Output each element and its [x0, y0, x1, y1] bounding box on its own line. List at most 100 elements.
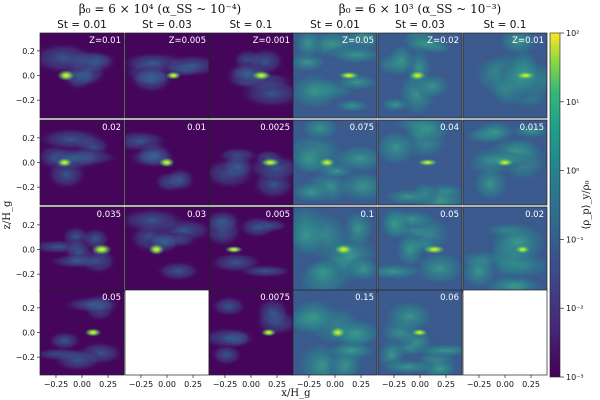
x-tick-label: 0.25 — [268, 380, 286, 389]
density-cloud — [158, 53, 209, 78]
y-tick-label: 0.2 — [22, 304, 35, 313]
metallicity-label: 0.05 — [440, 210, 459, 220]
metallicity-label: 0.06 — [440, 293, 459, 303]
density-cloud — [324, 44, 377, 66]
metallicity-label: Z=0.001 — [253, 36, 290, 46]
metallicity-label: Z=0.01 — [89, 36, 121, 46]
metallicity-label: 0.075 — [350, 123, 374, 133]
density-cloud — [335, 168, 377, 205]
y-axis-label: z/H_g — [2, 200, 13, 229]
density-peak — [411, 328, 428, 337]
heatmap-panel: 0.0075 — [208, 289, 294, 376]
metallicity-label: 0.0075 — [260, 293, 290, 303]
heatmap-panel: Z=0.05 — [292, 32, 378, 119]
panel-frame — [377, 119, 463, 206]
density-peak — [319, 157, 335, 168]
heatmap-panel: 0.05 — [39, 289, 125, 376]
heatmap-panel: 0.005 — [208, 206, 294, 293]
colorbar-tick-label: 10⁰ — [566, 167, 579, 176]
x-axis-label: x/H_g — [281, 388, 311, 399]
metallicity-label: 0.04 — [440, 123, 459, 133]
density-peak — [260, 328, 277, 337]
x-tick-label: 0.25 — [352, 380, 370, 389]
heatmap-panel: 0.015 — [462, 119, 548, 206]
y-tick-label: 0.2 — [22, 47, 35, 56]
density-peak — [515, 71, 536, 80]
density-cloud — [326, 142, 377, 175]
density-cloud — [300, 257, 346, 288]
y-tick-label: 0.2 — [22, 221, 35, 230]
metallicity-label: 0.0025 — [260, 123, 290, 133]
density-cloud — [378, 358, 439, 375]
heatmap-panel: 0.15 — [292, 289, 378, 376]
metallicity-label: Z=0.02 — [427, 36, 459, 46]
metallicity-label: 0.05 — [102, 293, 121, 303]
colorbar-tick-label: 10² — [566, 29, 579, 38]
empty-panel — [462, 289, 548, 376]
heatmap-panel: 0.1 — [292, 206, 378, 293]
density-cloud — [209, 326, 257, 350]
metallicity-label: Z=0.01 — [512, 36, 544, 46]
column-header: St = 0.01 — [57, 19, 107, 31]
x-tick-label: 0.00 — [73, 380, 91, 389]
x-tick-label: −0.25 — [297, 380, 322, 389]
colorbar-tick-label: 10¹ — [566, 98, 579, 107]
heatmap-panel: 0.035 — [39, 206, 125, 293]
density-peak — [57, 70, 75, 81]
panel-frame — [377, 32, 463, 119]
heatmap-panel — [124, 289, 210, 376]
x-tick-label: 0.00 — [411, 380, 429, 389]
density-cloud — [127, 64, 176, 94]
density-cloud — [219, 152, 256, 181]
density-cloud — [40, 41, 98, 75]
metallicity-label: 0.01 — [187, 123, 206, 133]
density-cloud — [209, 295, 248, 318]
heatmap-panel: 0.03 — [124, 206, 210, 293]
colorbar-ticks: 10² 10¹ 10⁰ 10⁻¹ 10⁻² 10⁻³ — [560, 29, 584, 382]
density-cloud — [393, 230, 427, 270]
density-cloud — [293, 70, 345, 113]
x-tick-label: 0.00 — [326, 380, 344, 389]
density-cloud — [293, 180, 334, 205]
density-cloud — [378, 96, 412, 113]
density-cloud — [61, 296, 123, 314]
density-peak — [338, 71, 360, 80]
panel-frame — [292, 119, 378, 206]
metallicity-label: 0.1 — [360, 210, 374, 220]
density-cloud — [381, 298, 438, 335]
x-tick-label: 0.25 — [437, 380, 455, 389]
density-peak — [91, 244, 112, 255]
heatmap-panel: Z=0.01 — [39, 32, 125, 119]
density-cloud — [385, 40, 418, 81]
density-peak — [251, 70, 271, 81]
panel-frame — [292, 32, 378, 119]
column-header: St = 0.1 — [484, 19, 527, 31]
column-headers: St = 0.01 St = 0.03 St = 0.1 St = 0.01 St = … — [57, 19, 526, 31]
colorbar-tick-label: 10⁻¹ — [566, 235, 584, 244]
density-peak — [423, 245, 446, 254]
density-cloud — [40, 145, 107, 172]
metallicity-label: 0.03 — [187, 210, 206, 220]
density-peak — [334, 244, 353, 255]
group-title-low-beta: β₀ = 6 × 10⁴ (α_SS ~ 10⁻⁴) — [79, 2, 241, 16]
heatmap-panel: 0.0025 — [208, 119, 294, 206]
y-tick-labels: 0.2 0.0 −0.2 0.2 0.0 −0.2 0.2 0.0 −0.2 0.2 0.0 −0.2 — [16, 47, 40, 362]
density-cloud — [244, 46, 287, 77]
density-cloud — [293, 142, 328, 177]
y-tick-label: 0.0 — [22, 159, 35, 168]
x-tick-label: 0.00 — [496, 380, 514, 389]
x-tick-label: −0.25 — [44, 380, 69, 389]
colorbar-tick-label: 10⁻² — [566, 304, 584, 313]
density-cloud — [237, 215, 278, 239]
heatmap-panel: Z=0.001 — [208, 32, 294, 119]
colorbar-tick-label: 10⁻³ — [566, 373, 584, 382]
column-header: St = 0.1 — [230, 19, 273, 31]
density-cloud — [125, 207, 188, 234]
density-cloud — [398, 120, 456, 144]
density-cloud — [236, 264, 293, 279]
density-cloud — [293, 211, 328, 260]
density-peak — [330, 327, 346, 338]
density-cloud — [237, 77, 293, 109]
density-peak — [408, 70, 426, 81]
